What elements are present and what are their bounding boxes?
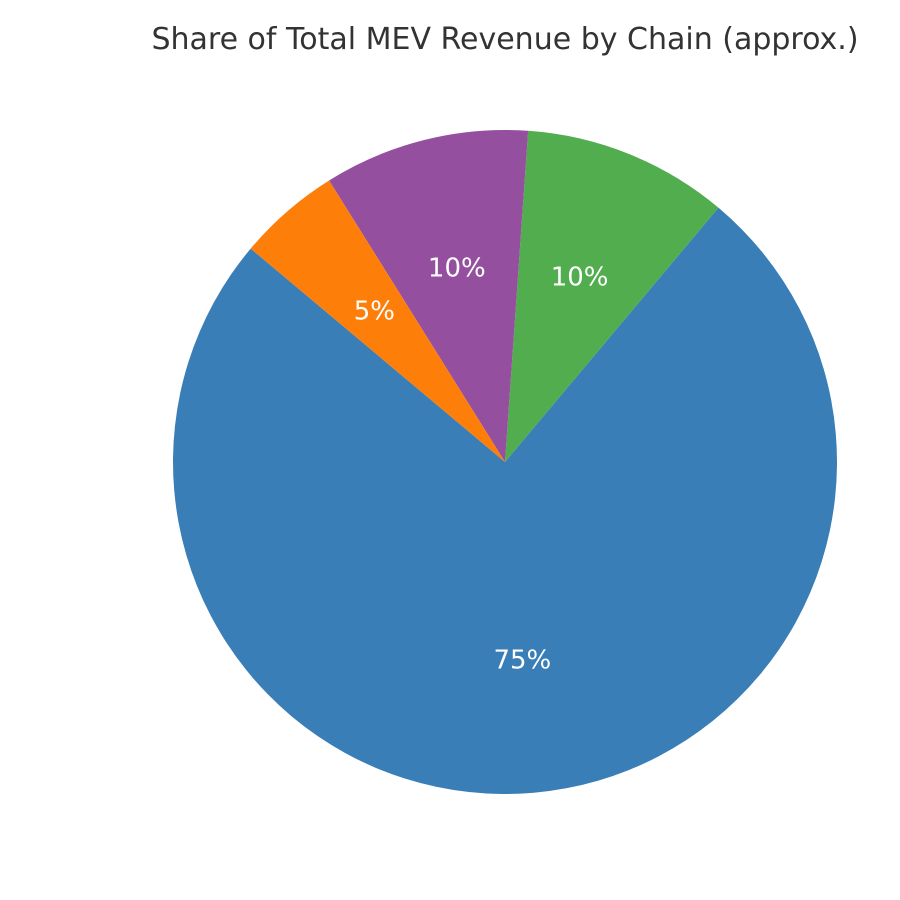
chart-title: Share of Total MEV Revenue by Chain (app… — [151, 22, 859, 57]
pie-labels: 75% 10% 10% 5% — [354, 254, 609, 676]
pie-slice-label-1: 75% — [493, 645, 551, 675]
pie-slice-label-4: 5% — [354, 297, 395, 327]
pie-slice-label-3: 10% — [428, 254, 486, 284]
pie-slices — [173, 130, 837, 795]
pie-slice-label-2: 10% — [551, 262, 609, 292]
pie-slice-4 — [250, 180, 505, 462]
pie-slice-1 — [173, 207, 837, 795]
pie-slice-3 — [329, 130, 529, 462]
pie-slice-2 — [505, 130, 719, 463]
